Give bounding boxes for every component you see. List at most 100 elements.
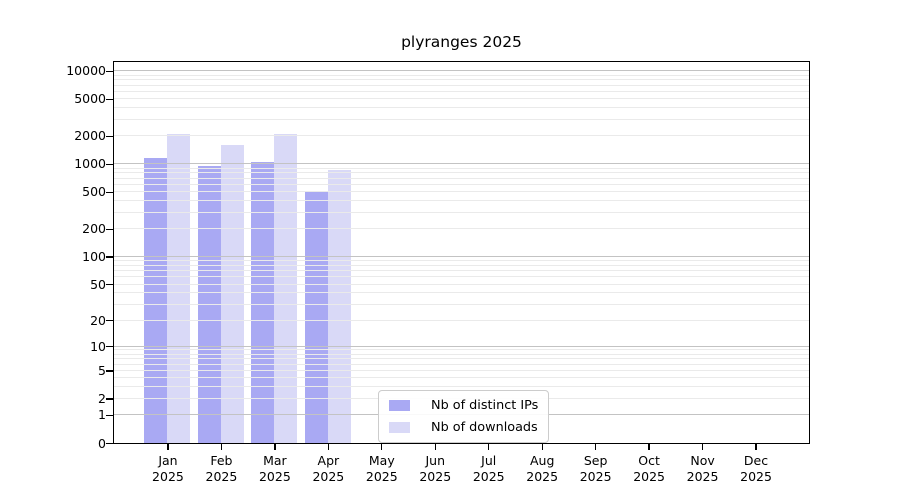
y-tick-mark (106, 228, 113, 230)
x-tick-mark (541, 443, 543, 450)
x-tick-label-jun: Jun 2025 (419, 452, 452, 485)
x-tick-label-sep: Sep 2025 (579, 452, 612, 485)
y-gridline (114, 177, 809, 179)
y-gridline (114, 358, 809, 360)
x-tick-mark (701, 443, 704, 450)
y-tick-label: 5 (98, 363, 106, 379)
x-tick-mark (434, 443, 436, 450)
plot-area: Nb of distinct IPs Nb of downloads (113, 61, 810, 444)
x-tick-label-oct: Oct 2025 (633, 452, 666, 485)
y-tick-mark (106, 319, 113, 322)
x-tick-mark (381, 443, 383, 450)
y-tick-label: 0 (98, 435, 106, 451)
y-tick-mark (106, 191, 113, 193)
bar-distinct-ips-jan (144, 158, 168, 443)
y-tick-mark (106, 398, 113, 400)
y-gridline (114, 191, 809, 193)
x-tick-label-feb: Feb 2025 (205, 452, 238, 485)
y-tick-mark (106, 135, 113, 138)
legend-swatch-distinct-ips-icon (389, 400, 410, 411)
y-gridline (114, 98, 809, 100)
bar-downloads-jan (167, 133, 191, 443)
x-tick-mark (327, 443, 329, 450)
bar-downloads-feb (220, 144, 244, 443)
x-tick-label-jul: Jul 2025 (472, 452, 505, 485)
bar-distinct-ips-mar (251, 161, 275, 443)
y-gridline (114, 345, 809, 347)
y-gridline (114, 264, 809, 266)
y-tick-mark (106, 414, 113, 417)
y-tick-label: 5000 (74, 91, 106, 107)
bar-downloads-mar (274, 133, 298, 443)
y-tick-mark (106, 370, 113, 372)
chart-title: plyranges 2025 (401, 33, 522, 51)
y-gridline (114, 363, 809, 365)
y-tick-mark (106, 163, 113, 166)
y-tick-mark (106, 284, 113, 286)
y-gridline (114, 74, 809, 76)
y-tick-mark (106, 442, 113, 445)
y-gridline (114, 135, 809, 137)
y-gridline (114, 349, 809, 351)
y-tick-label: 1000 (74, 156, 106, 172)
y-gridline (114, 319, 809, 321)
x-tick-mark (167, 443, 169, 450)
legend-swatch-downloads-icon (389, 422, 410, 433)
y-gridline (114, 70, 809, 72)
y-tick-label: 100 (82, 249, 106, 265)
y-gridline (114, 79, 809, 81)
legend: Nb of distinct IPs Nb of downloads (378, 390, 550, 443)
y-gridline (114, 283, 809, 285)
legend-label-distinct-ips: Nb of distinct IPs (431, 398, 539, 413)
x-tick-mark (595, 443, 597, 450)
y-tick-mark (106, 98, 113, 101)
y-tick-mark (106, 345, 113, 348)
y-tick-label: 2 (98, 391, 106, 407)
y-tick-label: 20 (90, 312, 106, 328)
y-gridline (114, 211, 809, 213)
y-tick-label: 10 (90, 338, 106, 354)
x-tick-label-aug: Aug 2025 (526, 452, 559, 485)
x-tick-label-mar: Mar 2025 (258, 452, 291, 485)
y-gridline (114, 163, 809, 165)
y-gridline (114, 276, 809, 278)
bar-downloads-apr (327, 169, 351, 443)
y-gridline (114, 292, 809, 294)
x-tick-mark (220, 443, 223, 450)
y-gridline (114, 270, 809, 272)
y-tick-label: 200 (82, 221, 106, 237)
x-tick-mark (488, 443, 490, 450)
y-gridline (114, 119, 809, 121)
x-tick-label-jan: Jan 2025 (152, 452, 184, 485)
y-gridline (114, 377, 809, 379)
y-gridline (114, 353, 809, 355)
x-tick-mark (648, 443, 650, 450)
y-gridline (114, 84, 809, 86)
y-tick-label: 50 (90, 276, 106, 292)
y-gridline (114, 370, 809, 372)
y-gridline (114, 91, 809, 93)
x-tick-mark (274, 443, 276, 450)
y-tick-mark (106, 256, 113, 258)
x-tick-label-apr: Apr 2025 (312, 452, 345, 485)
x-tick-mark (755, 443, 757, 450)
y-gridline (114, 107, 809, 109)
y-gridline (114, 172, 809, 174)
y-gridline (114, 167, 809, 169)
y-tick-label: 500 (82, 184, 106, 200)
y-gridline (114, 228, 809, 230)
y-gridline (114, 200, 809, 202)
y-tick-label: 1 (98, 407, 106, 423)
x-tick-label-nov: Nov 2025 (686, 452, 719, 485)
x-tick-label-dec: Dec 2025 (740, 452, 772, 485)
y-gridline (114, 303, 809, 305)
y-tick-mark (106, 70, 113, 73)
legend-item-distinct-ips: Nb of distinct IPs (389, 397, 538, 414)
y-tick-label: 10000 (66, 63, 106, 79)
y-gridline (114, 184, 809, 185)
y-gridline (114, 260, 809, 262)
y-gridline (114, 256, 809, 258)
y-gridline (114, 386, 809, 388)
y-tick-label: 2000 (74, 128, 106, 144)
